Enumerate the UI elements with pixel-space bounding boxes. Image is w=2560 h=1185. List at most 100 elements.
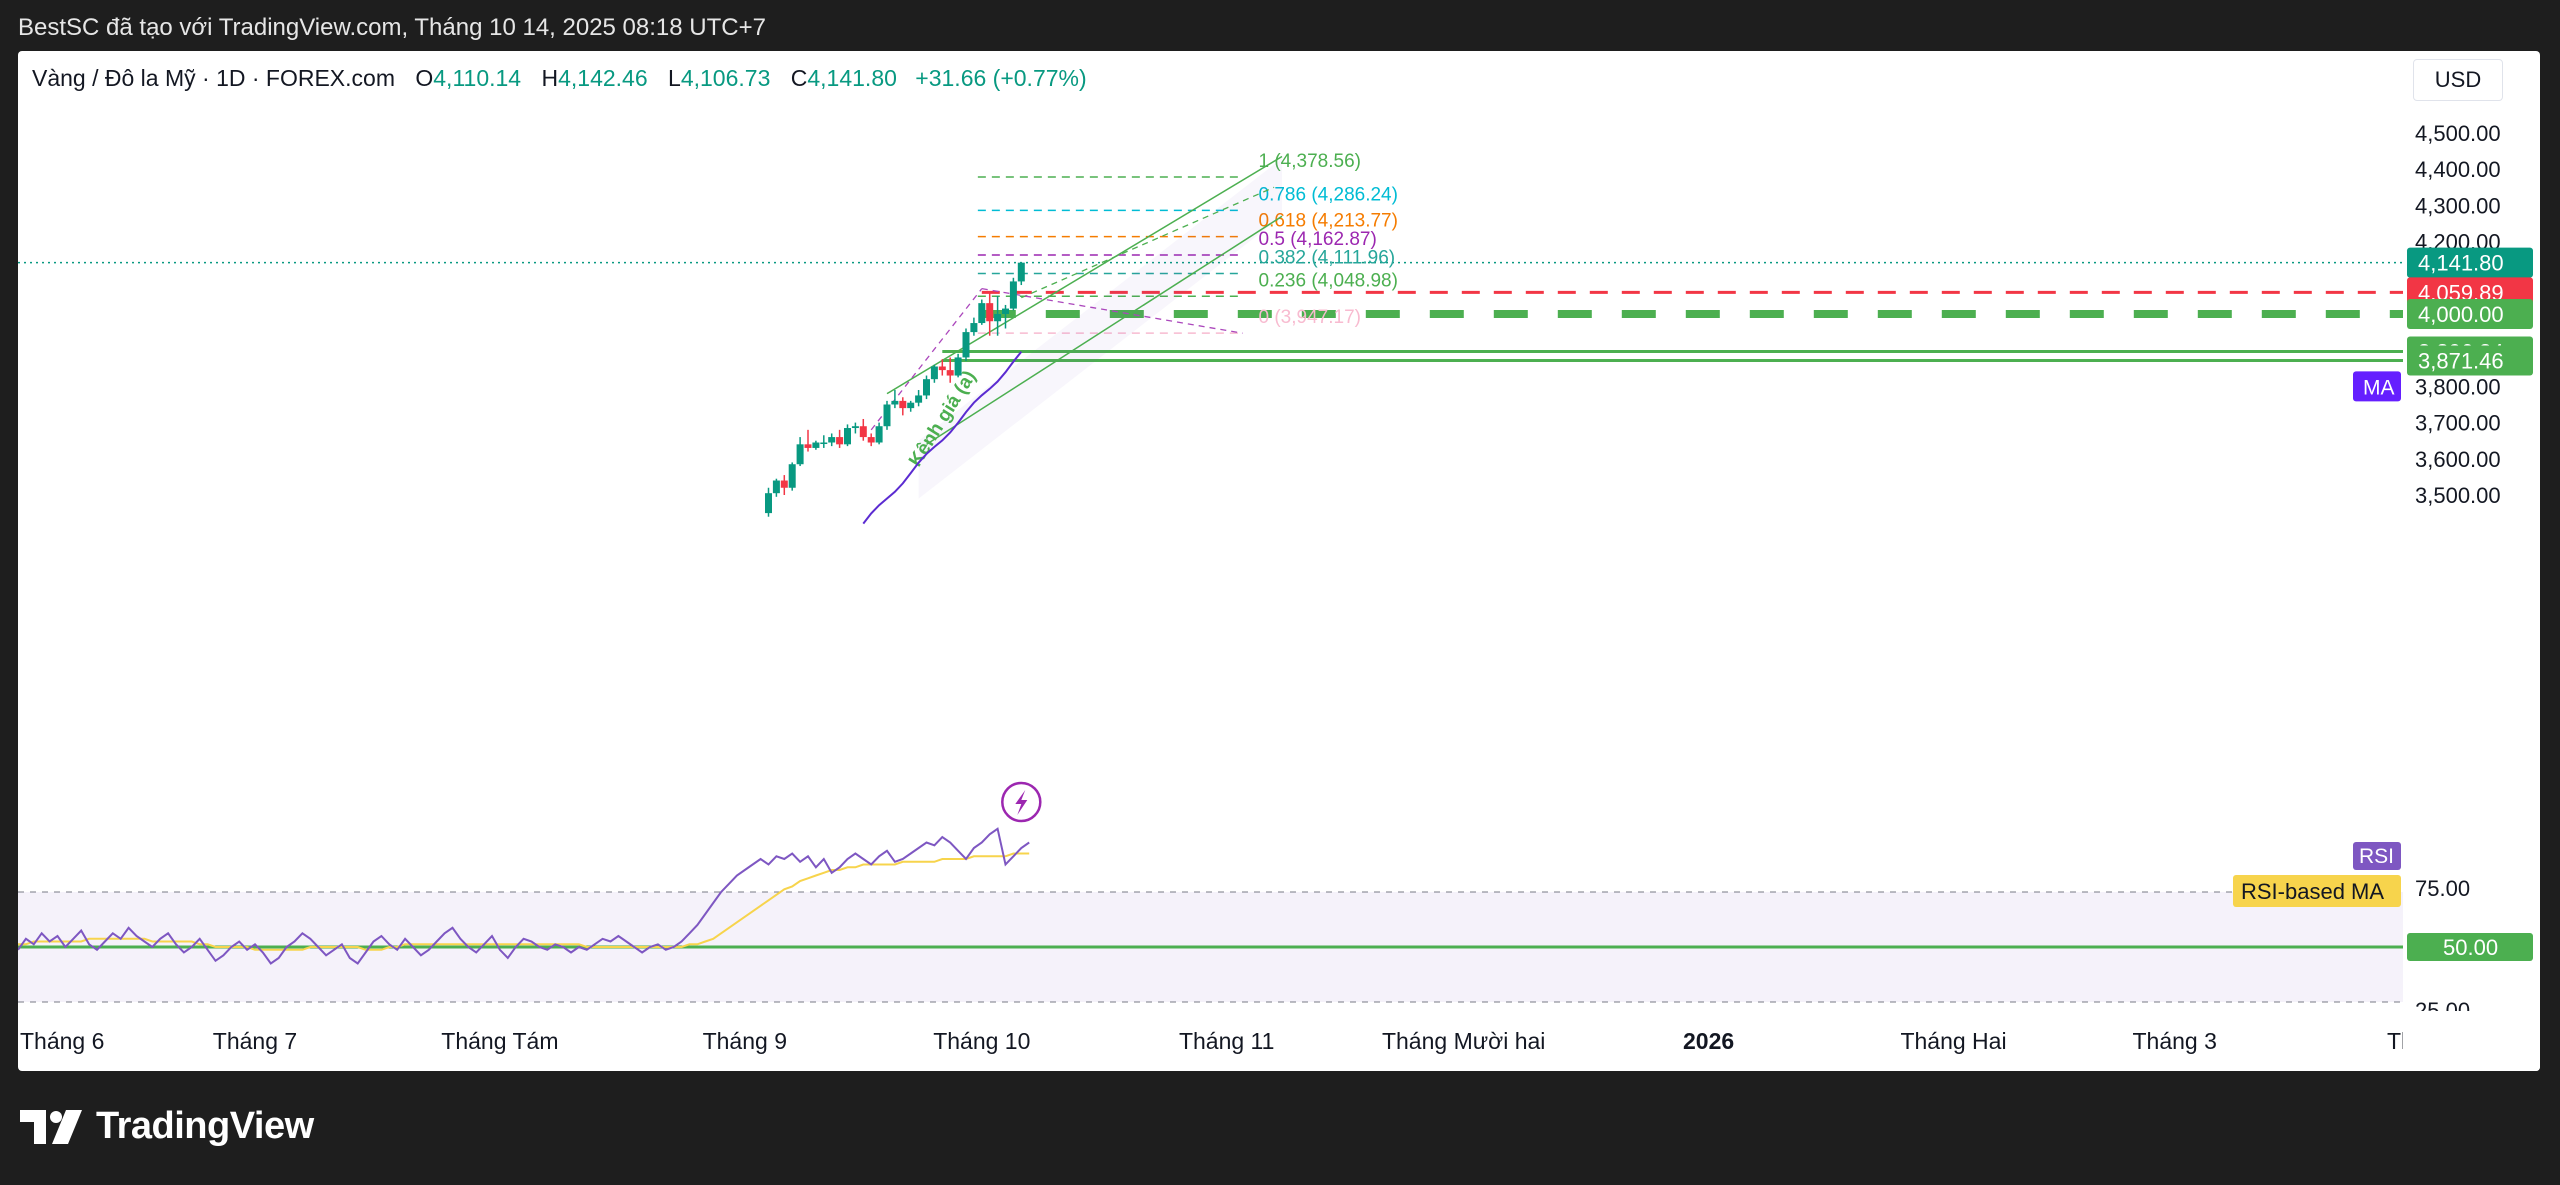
y-tick-label: 3,600.00	[2415, 447, 2501, 472]
axis-corner	[2403, 1011, 2540, 1071]
tradingview-wordmark: TradingView	[96, 1105, 314, 1147]
x-tick-label: Tháng 10	[933, 1028, 1030, 1054]
candle-body	[970, 323, 978, 333]
price-tag	[2407, 247, 2533, 278]
candle-body	[1009, 281, 1017, 309]
candle-body	[875, 426, 883, 443]
y-tick-label: 4,500.00	[2415, 121, 2501, 146]
close-value: 4,141.80	[807, 65, 897, 91]
candle-body	[780, 480, 788, 488]
candle-body	[978, 303, 986, 324]
candle-body	[828, 437, 836, 443]
chart-caption: BestSC đã tạo với TradingView.com, Tháng…	[18, 14, 766, 41]
open-value: 4,110.14	[433, 65, 522, 91]
candle-body	[820, 442, 828, 445]
candle-body	[883, 404, 891, 427]
fib-level-label: 0 (3,947.17)	[1259, 307, 1361, 328]
candle-body	[954, 357, 962, 376]
candle-body	[962, 332, 970, 358]
rsi-line	[18, 827, 1030, 965]
candle-body	[804, 444, 812, 448]
channel-lower-line	[926, 215, 1283, 445]
tradingview-logo-icon	[20, 1109, 82, 1144]
tradingview-logo[interactable]: TradingView	[20, 1105, 314, 1148]
rsi-tick-label: 75.00	[2415, 876, 2470, 901]
high-value: 4,142.46	[558, 65, 648, 91]
x-tick-label: Tháng 3	[2132, 1028, 2216, 1054]
chart-panel[interactable]: 1 (4,378.56) 0.786 (4,286.24) 0.618 (4,213…	[18, 51, 2540, 1071]
price-tag	[2407, 345, 2533, 376]
rsi-tag	[2353, 842, 2401, 870]
x-tick-label: Tháng 7	[213, 1028, 297, 1054]
candle-body	[891, 400, 899, 405]
candle-body	[796, 444, 804, 465]
x-tick-label: Tháng Hai	[1900, 1028, 2006, 1054]
close-label: C	[790, 65, 808, 91]
rsi-mid-tag-label: 50.00	[2443, 935, 2498, 960]
pitchfork-handle	[870, 288, 983, 431]
candle-body	[1002, 308, 1009, 314]
candle-body	[851, 426, 859, 429]
fib-level-label: 1 (4,378.56)	[1259, 151, 1361, 172]
x-tick-label: Tháng 11	[1179, 1028, 1274, 1054]
price-tag-label: 4,000.00	[2418, 302, 2504, 327]
fib-level-label: 0.786 (4,286.24)	[1259, 184, 1398, 205]
y-tick-label: 3,800.00	[2415, 374, 2501, 399]
candle-body	[986, 303, 994, 322]
ma-tag	[2353, 371, 2401, 402]
price-tag-label: 3,871.46	[2418, 349, 2504, 374]
candles	[765, 262, 1025, 517]
low-label: L	[668, 65, 681, 91]
ma-tag-label: MA	[2363, 376, 2395, 399]
candle-body	[859, 426, 867, 438]
candle-body	[930, 366, 938, 380]
candle-body	[915, 395, 923, 403]
moving-average-line	[862, 351, 1023, 525]
candle-body	[788, 464, 796, 488]
price-tag	[2407, 299, 2533, 329]
price-chart[interactable]: 1 (4,378.56) 0.786 (4,286.24) 0.618 (4,213…	[18, 51, 2540, 1071]
high-label: H	[541, 65, 559, 91]
rsi-ma-tag	[2233, 875, 2401, 907]
price-tag-label: 4,141.80	[2418, 251, 2504, 276]
candle-body	[765, 493, 772, 514]
fib-level-label: 0.382 (4,111.96)	[1259, 247, 1396, 268]
rsi-mid-tag	[2407, 933, 2533, 961]
open-label: O	[415, 65, 434, 91]
channel-upper-line	[886, 155, 1283, 395]
currency-button[interactable]: USD	[2413, 59, 2503, 101]
candle-body	[907, 402, 915, 409]
candle-body	[994, 314, 1002, 322]
event-lightning-icon	[1001, 781, 1042, 823]
x-tick-label: Tháng 9	[703, 1028, 787, 1054]
y-tick-label: 3,500.00	[2415, 483, 2501, 508]
x-tick-label: Tháng 6	[20, 1028, 104, 1054]
symbol-name: Vàng / Đô la Mỹ · 1D · FOREX.com	[32, 65, 395, 91]
candle-body	[812, 442, 820, 448]
low-value: 4,106.73	[680, 65, 771, 91]
price-channel: Kênh giá (a)	[870, 155, 1283, 499]
candle-body	[772, 480, 780, 494]
candle-body	[938, 366, 946, 371]
x-tick-label: 2026	[1683, 1028, 1734, 1054]
candle-body	[923, 379, 930, 396]
rsi-ma-tag-label: RSI-based MA	[2241, 879, 2384, 904]
fib-level-label: 0.5 (4,162.87)	[1259, 229, 1377, 250]
pitchfork-base	[981, 288, 1243, 334]
symbol-legend: Vàng / Đô la Mỹ · 1D · FOREX.com O4,110.…	[32, 65, 1087, 92]
candle-body	[946, 370, 954, 376]
candle-body	[836, 437, 844, 445]
x-tick-label: Tháng Mười hai	[1382, 1028, 1545, 1054]
y-tick-label: 4,300.00	[2415, 193, 2501, 218]
channel-fill	[918, 158, 1282, 499]
candle-body	[844, 428, 851, 445]
channel-median-line	[1021, 186, 1275, 299]
rsi-tag-label: RSI	[2359, 845, 2394, 868]
candle-body	[899, 400, 907, 409]
y-tick-label: 3,700.00	[2415, 411, 2501, 436]
y-tick-label: 4,400.00	[2415, 157, 2501, 182]
candle-body	[867, 437, 875, 443]
change-value: +31.66 (+0.77%)	[915, 65, 1087, 91]
fib-level-label: 0.618 (4,213.77)	[1259, 211, 1398, 232]
rsi-ma-line	[18, 852, 1030, 951]
